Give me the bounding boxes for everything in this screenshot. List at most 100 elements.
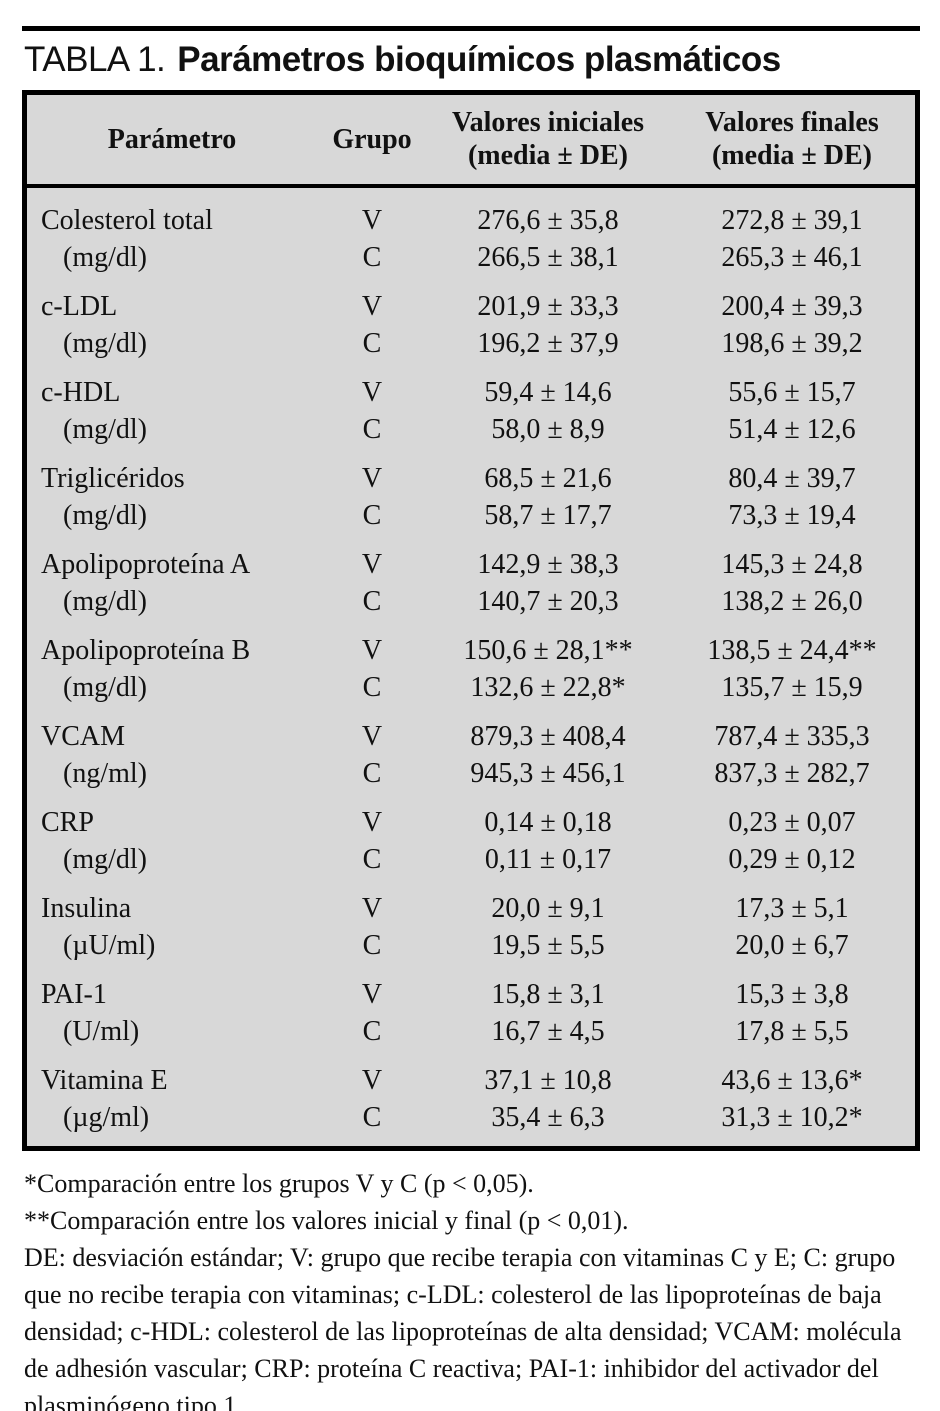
parameter-unit: (mg/dl) <box>63 500 147 531</box>
group-v-label: V <box>361 893 383 924</box>
header-valores-iniciales: Valores iniciales (media ± DE) <box>427 106 669 172</box>
initial-value-c: 266,5 ± 38,1 <box>477 242 619 273</box>
final-value-c: 198,6 ± 39,2 <box>721 328 863 359</box>
initial-value-v: 68,5 ± 21,6 <box>484 463 612 494</box>
parameter-unit: (mg/dl) <box>63 242 147 273</box>
parameter-name: Insulina <box>41 893 132 924</box>
group-c-label: C <box>362 414 382 445</box>
parameter-unit: (µU/ml) <box>63 930 156 961</box>
group-c-label: C <box>362 1102 382 1133</box>
final-value-v: 145,3 ± 24,8 <box>721 549 863 580</box>
final-value-v: 55,6 ± 15,7 <box>728 377 856 408</box>
parameter-unit: (mg/dl) <box>63 844 147 875</box>
parameter-name: VCAM <box>41 721 126 752</box>
footnote-star: *Comparación entre los grupos V y C (p <… <box>24 1169 534 1198</box>
group-v-label: V <box>361 979 383 1010</box>
group-c-label: C <box>362 328 382 359</box>
final-value-v: 0,23 ± 0,07 <box>728 807 856 838</box>
group-v-label: V <box>361 807 383 838</box>
group-c-label: C <box>362 1016 382 1047</box>
final-value-c: 135,7 ± 15,9 <box>721 672 863 703</box>
data-table: Parámetro Grupo Valores iniciales (media… <box>22 90 920 1151</box>
parameter-name: Vitamina E <box>41 1065 168 1096</box>
group-v-label: V <box>361 205 383 236</box>
parameter-name: Colesterol total <box>41 205 213 236</box>
group-c-label: C <box>362 672 382 703</box>
initial-value-c: 16,7 ± 4,5 <box>491 1016 605 1047</box>
initial-value-v: 150,6 ± 28,1** <box>463 635 633 666</box>
parameter-unit: (mg/dl) <box>63 328 147 359</box>
parameter-name: Apolipoproteína B <box>41 635 251 666</box>
final-value-c: 0,29 ± 0,12 <box>728 844 856 875</box>
top-rule <box>22 26 920 31</box>
final-value-c: 20,0 ± 6,7 <box>735 930 849 961</box>
final-value-v: 200,4 ± 39,3 <box>721 291 863 322</box>
parameter-unit: (mg/dl) <box>63 672 147 703</box>
group-c-label: C <box>362 586 382 617</box>
group-v-label: V <box>361 377 383 408</box>
parameter-name: CRP <box>41 807 94 838</box>
final-value-v: 15,3 ± 3,8 <box>735 979 849 1010</box>
initial-value-c: 140,7 ± 20,3 <box>477 586 619 617</box>
parameter-unit: (ng/ml) <box>63 758 147 789</box>
header-media-de: (media ± DE) <box>467 140 628 171</box>
final-value-c: 51,4 ± 12,6 <box>728 414 856 445</box>
initial-value-c: 58,7 ± 17,7 <box>484 500 612 531</box>
table-number: TABLA 1. <box>24 40 166 79</box>
final-value-c: 17,8 ± 5,5 <box>735 1016 849 1047</box>
table-header-row: Parámetro Grupo Valores iniciales (media… <box>27 95 915 188</box>
parameter-name: Triglicéridos <box>41 463 185 494</box>
parameter-name: c-LDL <box>41 291 118 322</box>
final-value-v: 17,3 ± 5,1 <box>735 893 849 924</box>
initial-value-c: 35,4 ± 6,3 <box>491 1102 605 1133</box>
final-value-c: 265,3 ± 46,1 <box>721 242 863 273</box>
parameter-unit: (mg/dl) <box>63 414 147 445</box>
header-valores-iniciales-line1: Valores iniciales <box>451 107 645 138</box>
final-value-v: 138,5 ± 24,4** <box>707 635 877 666</box>
initial-value-v: 201,9 ± 33,3 <box>477 291 619 322</box>
footnotes: *Comparación entre los grupos V y C (p <… <box>24 1165 922 1411</box>
header-grupo: Grupo <box>332 123 412 155</box>
header-valores-finales-line1: Valores finales <box>705 107 879 138</box>
final-value-v: 787,4 ± 335,3 <box>714 721 870 752</box>
parameter-unit: (mg/dl) <box>63 586 147 617</box>
initial-value-v: 0,14 ± 0,18 <box>484 807 612 838</box>
initial-value-c: 132,6 ± 22,8* <box>470 672 626 703</box>
initial-value-c: 19,5 ± 5,5 <box>491 930 605 961</box>
final-value-c: 73,3 ± 19,4 <box>728 500 856 531</box>
parameter-unit: (U/ml) <box>63 1016 140 1047</box>
group-v-label: V <box>361 549 383 580</box>
final-value-v: 80,4 ± 39,7 <box>728 463 856 494</box>
initial-value-c: 58,0 ± 8,9 <box>491 414 605 445</box>
group-v-label: V <box>361 463 383 494</box>
final-value-v: 272,8 ± 39,1 <box>721 205 863 236</box>
initial-value-c: 196,2 ± 37,9 <box>477 328 619 359</box>
header-parametro: Parámetro <box>107 123 237 155</box>
header-media-de: (media ± DE) <box>711 140 872 171</box>
table-title: TABLA 1. Parámetros bioquímicos plasmátic… <box>24 40 922 80</box>
initial-value-c: 0,11 ± 0,17 <box>484 844 612 875</box>
footnote-double-star: **Comparación entre los valores inicial … <box>24 1206 629 1235</box>
parameter-name: Apolipoproteína A <box>41 549 251 580</box>
initial-value-v: 59,4 ± 14,6 <box>484 377 612 408</box>
group-c-label: C <box>362 930 382 961</box>
final-value-c: 138,2 ± 26,0 <box>721 586 863 617</box>
group-v-label: V <box>361 291 383 322</box>
initial-value-v: 20,0 ± 9,1 <box>491 893 605 924</box>
initial-value-c: 945,3 ± 456,1 <box>470 758 626 789</box>
group-v-label: V <box>361 1065 383 1096</box>
footnote-abbreviations: DE: desviación estándar; V: grupo que re… <box>24 1243 902 1411</box>
